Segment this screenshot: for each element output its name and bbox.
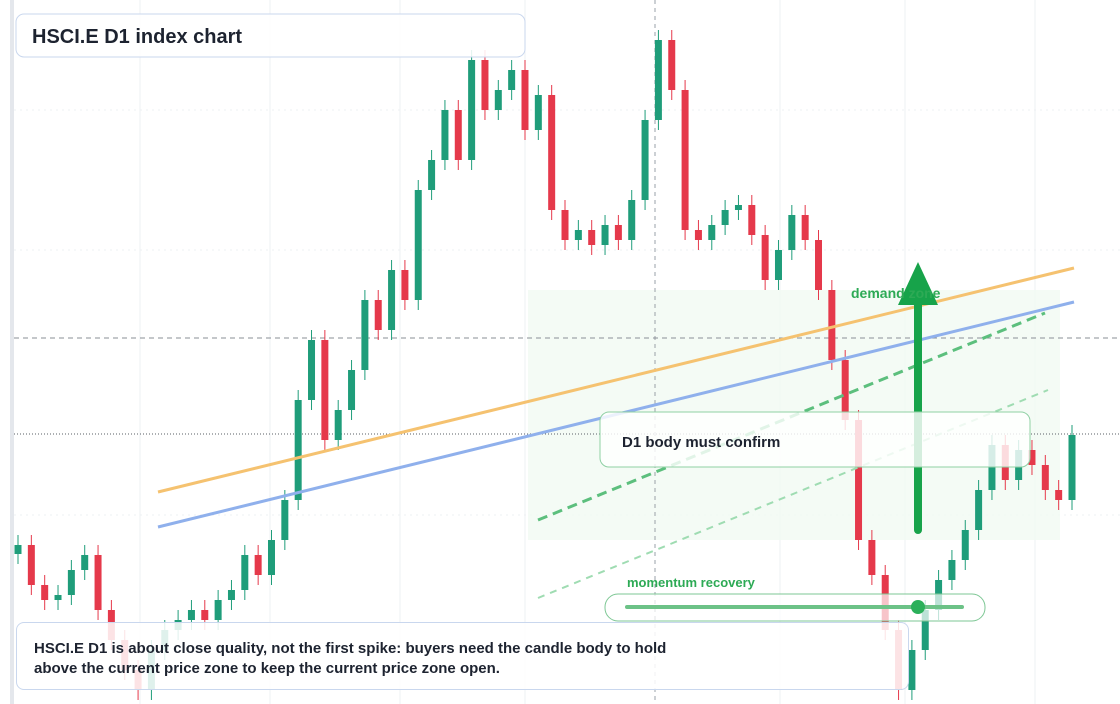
candle-body: [81, 555, 89, 570]
zone-label: demand zone: [851, 285, 941, 301]
candle-body: [548, 95, 556, 210]
candle-body: [321, 340, 329, 440]
candle-body: [574, 230, 582, 240]
candle-body: [374, 300, 382, 330]
drawings: demand zone D1 body must confirm momentu…: [15, 13, 1075, 622]
candle-body: [441, 110, 449, 160]
candle-body: [294, 400, 302, 500]
left-edge: [10, 0, 14, 704]
candle-body: [855, 420, 863, 540]
candle-body: [975, 490, 983, 530]
candle-body: [815, 240, 823, 290]
momentum-knob: [911, 600, 925, 614]
candle-body: [67, 570, 75, 595]
candle-body: [668, 40, 676, 90]
chart-title: HSCI.E D1 index chart: [32, 26, 242, 48]
candle-body: [508, 70, 516, 90]
candle-body: [254, 555, 262, 575]
candle-body: [281, 500, 289, 540]
candle-body: [694, 230, 702, 240]
candle-body: [641, 120, 649, 200]
candle-body: [588, 230, 596, 245]
candle-body: [761, 235, 769, 280]
title-box: [15, 13, 526, 58]
candle-body: [628, 200, 636, 240]
candle-body: [534, 95, 542, 130]
candle-body: [801, 215, 809, 240]
candle-body: [361, 300, 369, 370]
candle-body: [187, 610, 195, 620]
confirm-label: D1 body must confirm: [622, 434, 780, 451]
candle-body: [868, 540, 876, 575]
candle-body: [1068, 435, 1076, 500]
candle-body: [308, 340, 316, 400]
candle-body: [788, 215, 796, 250]
candle-body: [614, 225, 622, 240]
candle-body: [348, 370, 356, 410]
candle-body: [908, 650, 916, 690]
candle-body: [468, 60, 476, 160]
candle-body: [921, 610, 929, 650]
candle-body: [1055, 490, 1063, 500]
candle-body: [227, 590, 235, 600]
candle-body: [1041, 465, 1049, 490]
candle-body: [748, 205, 756, 235]
note-box: HSCI.E D1 is about close quality, not th…: [16, 622, 909, 690]
candle-body: [201, 610, 209, 620]
candle-body: [961, 530, 969, 560]
candle-body: [388, 270, 396, 330]
candle-body: [241, 555, 249, 590]
candle-body: [721, 210, 729, 225]
candle-body: [561, 210, 569, 240]
candle-body: [94, 555, 102, 610]
candle-body: [401, 270, 409, 300]
momentum-label: momentum recovery: [627, 575, 756, 590]
candle-body: [414, 190, 422, 300]
arrow-head: [898, 262, 938, 305]
candle-body: [14, 545, 22, 554]
candle-body: [841, 360, 849, 420]
candle-body: [454, 110, 462, 160]
candle-body: [214, 600, 222, 620]
note-text: HSCI.E D1 is about close quality, not th…: [34, 640, 667, 677]
candle-body: [1028, 450, 1036, 465]
candle-body: [494, 90, 502, 110]
candle-body: [948, 560, 956, 580]
candle-body: [828, 290, 836, 360]
candle-body: [41, 585, 49, 600]
confirm-box: [599, 411, 1031, 468]
candle-body: [708, 225, 716, 240]
candle-body: [267, 540, 275, 575]
candle-body: [654, 40, 662, 120]
candle-body: [774, 250, 782, 280]
candle-body: [54, 595, 62, 600]
candle-body: [681, 90, 689, 230]
candle-body: [734, 205, 742, 210]
candle-body: [601, 225, 609, 245]
candle-body: [334, 410, 342, 440]
candle-body: [27, 545, 35, 585]
candle-body: [481, 60, 489, 110]
candle-body: [521, 70, 529, 130]
candle-body: [428, 160, 436, 190]
